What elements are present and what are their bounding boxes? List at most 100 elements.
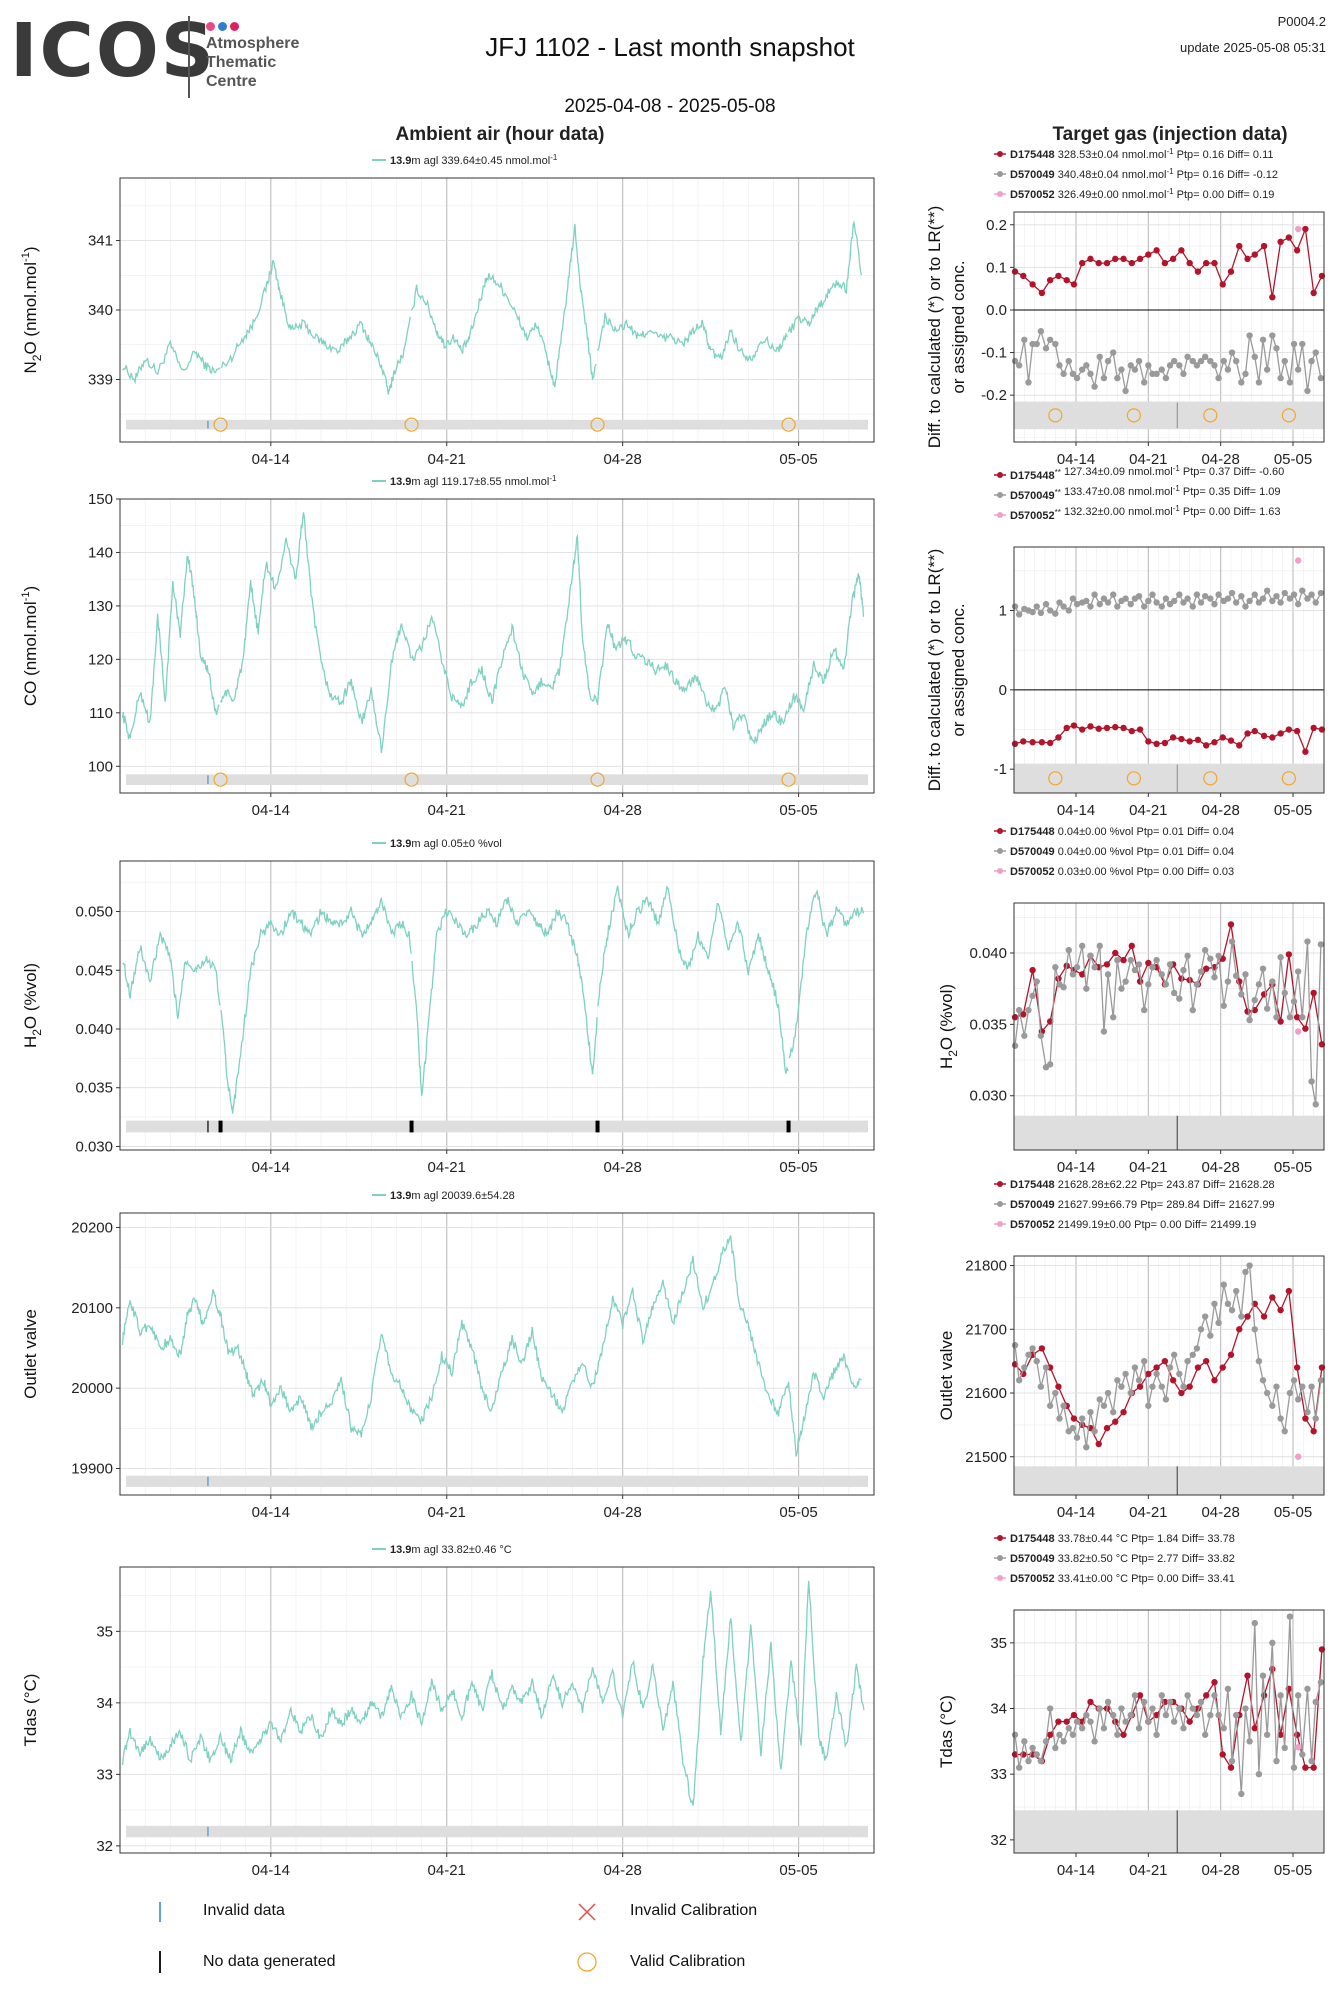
data-point bbox=[1286, 1389, 1294, 1397]
data-point bbox=[1128, 259, 1135, 267]
target-legend-item: D175448 328.53±0.04 nmol.mol-1 Ptp= 0.16… bbox=[994, 147, 1274, 161]
data-point bbox=[1070, 281, 1078, 288]
data-point bbox=[1063, 1718, 1070, 1725]
data-point bbox=[1162, 374, 1170, 382]
data-point bbox=[1193, 362, 1201, 369]
data-point bbox=[1312, 1101, 1319, 1108]
data-point bbox=[1169, 1377, 1177, 1384]
page-code: P0004.2 bbox=[1277, 14, 1326, 29]
data-point bbox=[1055, 734, 1062, 741]
data-point bbox=[1065, 1725, 1072, 1732]
valid-calibration-marker bbox=[1203, 771, 1218, 786]
data-point bbox=[1162, 595, 1170, 602]
target-series-line bbox=[1014, 589, 1322, 616]
data-point bbox=[1025, 1006, 1032, 1014]
status-band bbox=[1014, 401, 1324, 430]
data-point bbox=[1207, 955, 1214, 962]
data-point bbox=[1060, 603, 1067, 610]
data-point bbox=[1317, 1377, 1325, 1384]
target-column-title: Target gas (injection data) bbox=[1052, 124, 1288, 145]
tdas-ambient-chart: 32 33 34 35 04-14 04-21 04-28 05-05 Tdas (°C) 13.… bbox=[21, 1544, 875, 1879]
data-point bbox=[1055, 272, 1062, 280]
valid-calibration-key bbox=[577, 1952, 597, 1972]
legend-swatch-point bbox=[997, 492, 1003, 498]
data-point bbox=[1025, 1757, 1032, 1765]
data-point bbox=[1302, 748, 1309, 755]
data-point bbox=[1293, 247, 1301, 254]
y-axis-label: Tdas (°C) bbox=[21, 1674, 40, 1747]
data-point bbox=[1025, 1351, 1032, 1358]
data-point bbox=[1037, 1032, 1045, 1039]
data-point bbox=[1079, 971, 1086, 978]
no-data-label: No data generated bbox=[203, 1953, 336, 1970]
x-tick-label: 04-14 bbox=[1057, 1862, 1095, 1879]
data-point bbox=[1063, 276, 1070, 284]
n2o-target-chart: -0.2 -0.1 0.0 0.1 0.2 04-14 04-21 04-28 05-05 Dif… bbox=[925, 147, 1326, 468]
y-axis-label: H2O (%vol) bbox=[937, 984, 960, 1069]
data-point bbox=[1110, 1711, 1117, 1719]
data-point bbox=[1197, 357, 1205, 365]
data-point bbox=[1046, 1402, 1054, 1409]
valid-calibration-marker bbox=[590, 772, 605, 787]
valid-calibration-label: Valid Calibration bbox=[630, 1953, 746, 1970]
legend-swatch-point bbox=[997, 472, 1003, 478]
data-point bbox=[1070, 722, 1078, 729]
logo-dot bbox=[206, 22, 215, 31]
data-point bbox=[1219, 734, 1226, 741]
x-tick-label: 04-14 bbox=[252, 1159, 290, 1176]
data-point bbox=[1046, 1705, 1054, 1712]
data-point bbox=[1087, 370, 1094, 378]
data-point bbox=[1180, 599, 1187, 606]
data-point bbox=[1038, 739, 1046, 746]
data-point bbox=[1135, 1377, 1143, 1384]
valid-calibration-marker bbox=[1281, 771, 1296, 786]
data-point bbox=[1011, 1731, 1019, 1738]
data-point bbox=[1128, 942, 1135, 950]
data-point bbox=[1176, 1705, 1183, 1712]
data-point bbox=[1083, 597, 1090, 605]
data-point bbox=[1011, 1751, 1019, 1758]
x-tick-label: 04-21 bbox=[1129, 1862, 1167, 1879]
legend-text: D175448 33.78±0.44 °C Ptp= 1.84 Diff= 33… bbox=[1010, 1533, 1235, 1545]
data-point bbox=[1308, 1078, 1315, 1085]
data-point bbox=[1011, 268, 1019, 275]
data-point bbox=[1215, 591, 1222, 598]
y-tick-label: -1 bbox=[994, 761, 1007, 778]
data-point bbox=[1269, 1294, 1276, 1301]
data-point bbox=[1145, 1402, 1152, 1409]
data-point bbox=[1232, 1287, 1240, 1295]
legend-text: D570052 33.41±0.00 °C Ptp= 0.00 Diff= 33… bbox=[1010, 1573, 1235, 1585]
y-tick-label: -0.2 bbox=[981, 387, 1007, 404]
data-point bbox=[1015, 1006, 1023, 1014]
data-point bbox=[1211, 1692, 1218, 1699]
data-point bbox=[1211, 362, 1218, 369]
legend-swatch-point bbox=[997, 1221, 1003, 1227]
x-tick-label: 04-21 bbox=[1129, 1159, 1167, 1176]
valid-calibration-marker bbox=[1126, 408, 1141, 423]
data-point bbox=[1112, 723, 1119, 731]
data-point bbox=[1112, 1418, 1119, 1425]
data-point bbox=[1255, 1357, 1263, 1365]
x-tick-label: 04-28 bbox=[1201, 1504, 1239, 1521]
data-point bbox=[1259, 336, 1267, 343]
data-point bbox=[1087, 723, 1094, 730]
data-point bbox=[1122, 1718, 1129, 1725]
target-series-line bbox=[1014, 329, 1322, 392]
data-point bbox=[1095, 725, 1102, 732]
legend-text: D570052 0.03±0.00 %vol Ptp= 0.00 Diff= 0… bbox=[1010, 866, 1234, 878]
data-point bbox=[1120, 1731, 1127, 1738]
data-point bbox=[1277, 1692, 1284, 1699]
data-point bbox=[1015, 1764, 1023, 1771]
data-point bbox=[1259, 965, 1267, 972]
data-point bbox=[1100, 1402, 1108, 1409]
y-axis-label: Outlet valve bbox=[937, 1331, 956, 1421]
data-point bbox=[1069, 1731, 1077, 1738]
data-point bbox=[1211, 259, 1218, 267]
x-tick-label: 05-05 bbox=[1274, 1159, 1312, 1176]
y-tick-label: 35 bbox=[990, 1635, 1007, 1652]
data-point bbox=[1131, 966, 1139, 974]
data-point bbox=[1220, 1725, 1227, 1732]
data-point bbox=[1118, 1383, 1125, 1390]
target-legend-item: D570049 33.82±0.50 °C Ptp= 2.77 Diff= 33… bbox=[994, 1553, 1235, 1565]
data-point bbox=[1207, 1711, 1214, 1719]
